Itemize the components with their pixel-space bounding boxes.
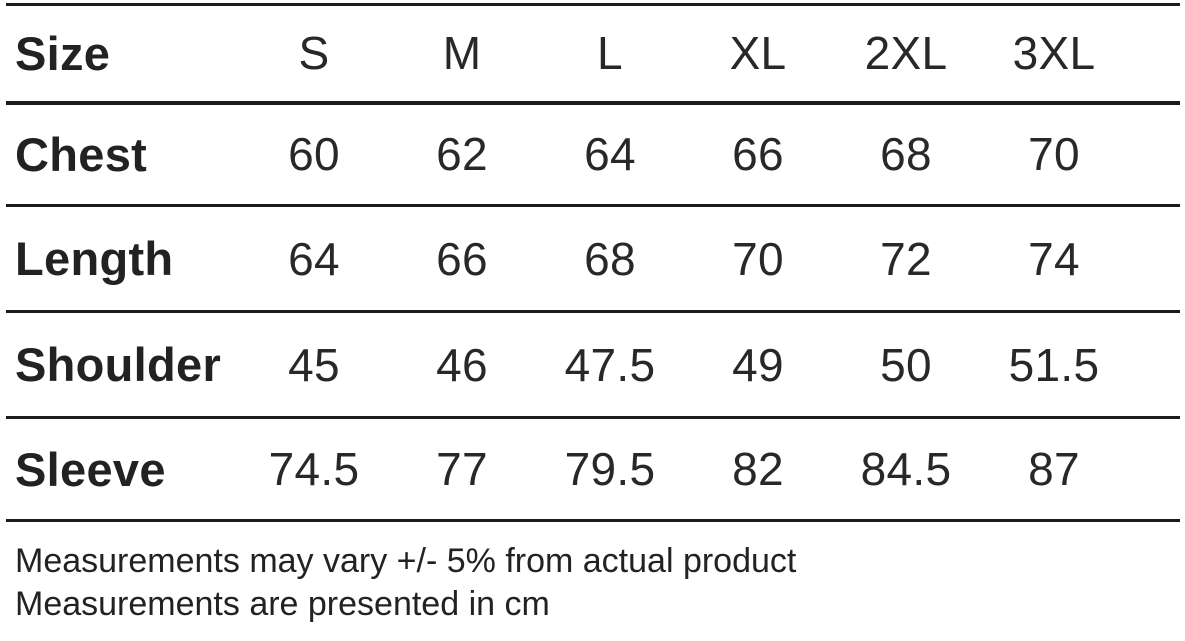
measurement-value-cell: 46 <box>436 338 488 391</box>
column-header-2xl: 2XL <box>864 27 948 80</box>
measurement-value-cell: 62 <box>436 128 488 181</box>
measurement-value-cell: 68 <box>584 232 636 285</box>
units-note: Measurements are presented in cm <box>15 585 550 623</box>
spacer-cell <box>1128 5 1180 103</box>
column-header-m: M <box>442 27 482 80</box>
measurement-value-cell: 47.5 <box>564 338 656 391</box>
tolerance-note: Measurements may vary +/- 5% from actual… <box>15 542 797 580</box>
header-row: Size S M L XL 2XL 3XL <box>6 5 1180 103</box>
row-label: Sleeve <box>15 442 166 496</box>
spacer-cell <box>1128 103 1180 206</box>
measurement-value-cell: 72 <box>880 232 932 285</box>
measurement-value-cell: 84.5 <box>860 443 952 495</box>
row-label: Chest <box>15 127 148 181</box>
table-row-length: Length 64 66 68 70 72 74 <box>6 206 1180 312</box>
measurement-value-cell: 50 <box>880 338 932 391</box>
size-chart-table: Size S M L XL 2XL 3XL Chest 60 62 64 66 … <box>6 3 1180 522</box>
measurement-value-cell: 77 <box>436 443 488 495</box>
measurement-value-cell: 74.5 <box>268 443 360 495</box>
measurement-value-cell: 45 <box>288 338 340 391</box>
spacer-cell <box>1128 418 1180 521</box>
row-label: Shoulder <box>15 338 222 391</box>
measurement-value-cell: 49 <box>732 338 784 391</box>
measurement-value-cell: 70 <box>732 232 784 285</box>
measurement-value-cell: 51.5 <box>1008 338 1100 391</box>
column-header-l: L <box>597 27 623 80</box>
measurement-value-cell: 60 <box>288 128 340 181</box>
measurement-value-cell: 64 <box>584 128 636 181</box>
measurement-value-cell: 64 <box>288 232 340 285</box>
column-header-size: Size <box>15 26 111 80</box>
measurement-value-cell: 66 <box>436 232 488 285</box>
row-label: Length <box>15 232 174 285</box>
measurement-value-cell: 68 <box>880 128 932 181</box>
table-row-sleeve: Sleeve 74.5 77 79.5 82 84.5 87 <box>6 418 1180 521</box>
measurement-value-cell: 66 <box>732 128 784 181</box>
measurement-value-cell: 74 <box>1028 232 1080 285</box>
table-row-shoulder: Shoulder 45 46 47.5 49 50 51.5 <box>6 312 1180 418</box>
spacer-cell <box>1128 312 1180 418</box>
footnotes: Measurements may vary +/- 5% from actual… <box>15 540 1185 626</box>
column-header-s: S <box>298 27 330 80</box>
measurement-value-cell: 70 <box>1028 128 1080 181</box>
spacer-cell <box>1128 206 1180 312</box>
measurement-value-cell: 82 <box>732 443 784 495</box>
measurement-value-cell: 79.5 <box>564 443 656 495</box>
column-header-xl: XL <box>729 27 787 80</box>
column-header-3xl: 3XL <box>1012 27 1096 80</box>
table-row-chest: Chest 60 62 64 66 68 70 <box>6 103 1180 206</box>
measurement-value-cell: 87 <box>1028 443 1080 495</box>
